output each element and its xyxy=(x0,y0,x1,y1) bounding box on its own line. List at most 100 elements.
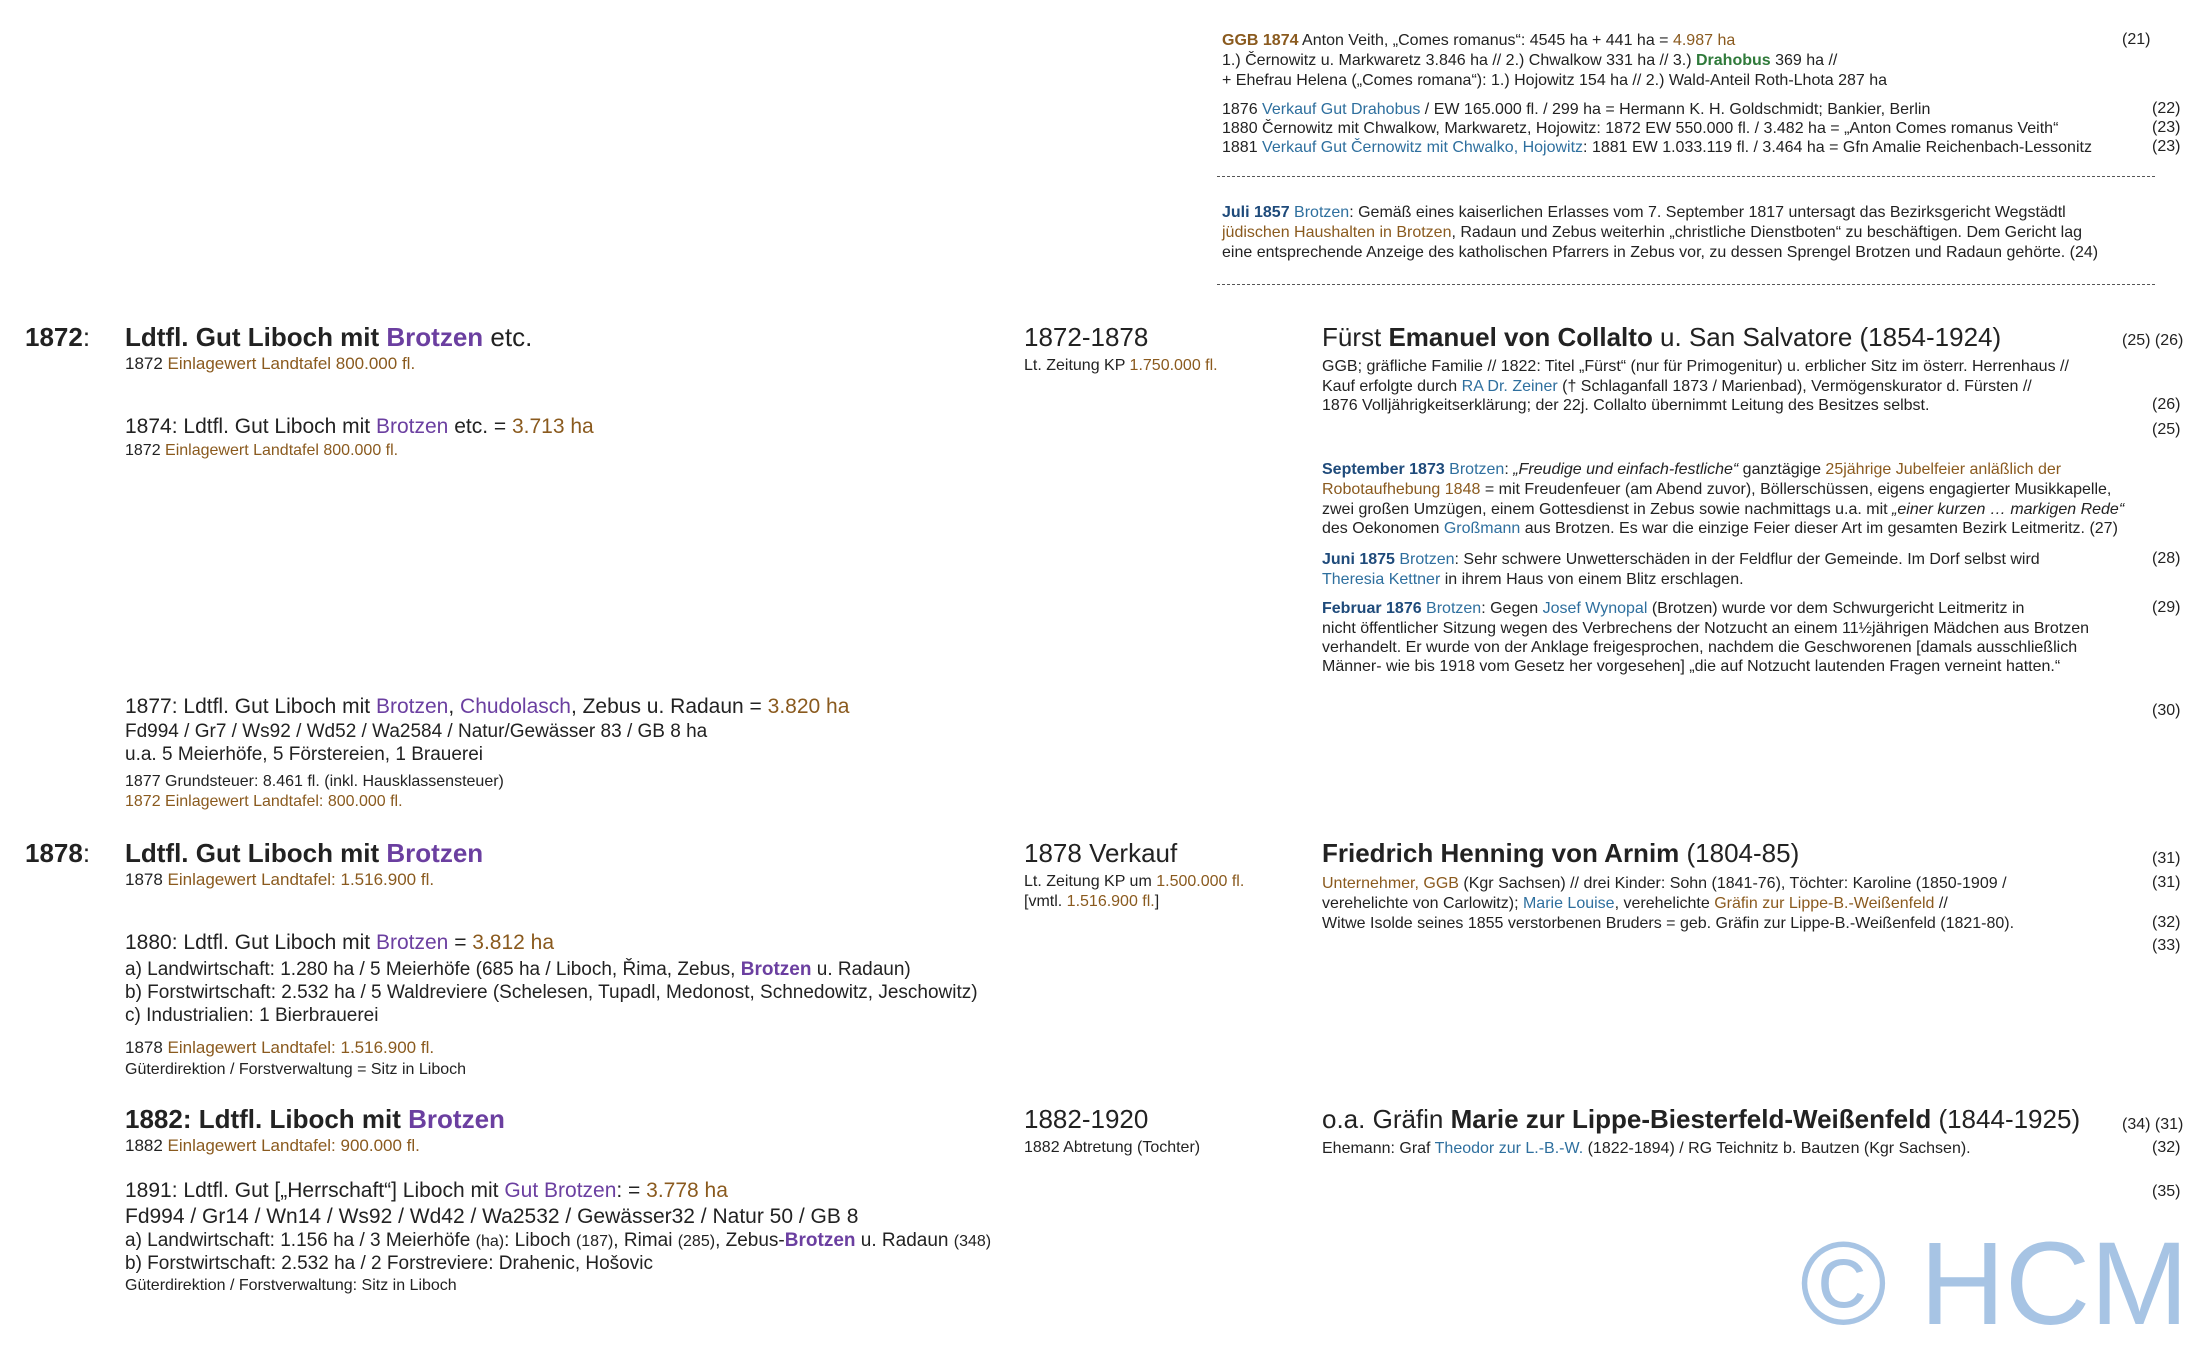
gut-brotzen-link[interactable]: Gut Brotzen xyxy=(504,1179,617,1202)
ref-31b: (31) xyxy=(2152,874,2181,891)
feb1876-line2: nicht öffentlicher Sitzung wegen des Ver… xyxy=(1322,620,2089,637)
sale-year: 1880 Černowitz mit Chwalkow, Markwaretz,… xyxy=(1222,120,2059,137)
year-colon: : xyxy=(82,322,91,352)
event-text: in ihrem Haus von einem Blitz erschlagen… xyxy=(1440,571,1744,588)
brotzen-link[interactable]: Brotzen xyxy=(784,1230,856,1251)
sale-link[interactable]: Verkauf Gut Drahobus xyxy=(1262,101,1421,118)
event-quote: „Freudige und einfach-festliche“ xyxy=(1513,461,1739,478)
sale-year: 1876 xyxy=(1222,101,1263,118)
owner-rest: u. San Salvatore (1854-1924) xyxy=(1652,322,2002,352)
event-highlight: jüdischen Haushalten in Brotzen xyxy=(1222,224,1452,241)
owner-highlight: Gräfin zur Lippe-B.-Weißenfeld xyxy=(1714,895,1935,912)
event-text: : Gemäß eines kaiserlichen Erlasses vom … xyxy=(1349,204,2066,221)
event-text: : Sehr schwere Unwetterschäden in der Fe… xyxy=(1454,551,2040,568)
event-date: Februar 1876 xyxy=(1322,600,1422,617)
owner-1872-line1: GGB; gräfliche Familie // 1822: Titel „F… xyxy=(1322,358,2069,375)
y1874-sub: 1872 Einlagewert Landtafel 800.000 fl. xyxy=(125,441,398,460)
sub-value: Einlagewert Landtafel 800.000 fl. xyxy=(167,354,416,373)
event-place[interactable]: Brotzen xyxy=(1444,461,1505,478)
kettner-link[interactable]: Theresia Kettner xyxy=(1322,571,1441,588)
sub-year: 1872 xyxy=(125,354,168,373)
event-place[interactable]: Brotzen xyxy=(1421,600,1482,617)
sale-year: 1881 xyxy=(1222,139,1263,156)
event-date: September 1873 xyxy=(1322,461,1445,478)
july1857-line1: Juli 1857 Brotzen: Gemäß eines kaiserlic… xyxy=(1222,203,2066,222)
sub-year: 1878 xyxy=(125,870,168,889)
jun1875-line2: Theresia Kettner in ihrem Haus von einem… xyxy=(1322,570,1744,589)
agri-text: : Liboch xyxy=(504,1230,576,1251)
brotzen-link[interactable]: Brotzen xyxy=(375,931,449,954)
period-1882-sub: 1882 Abtretung (Tochter) xyxy=(1024,1139,1201,1156)
owner-text: (Kgr Sachsen) // drei Kinder: Sohn (1841… xyxy=(1458,875,2007,892)
agri-text: a) Landwirtschaft: 1.156 ha / 3 Meierhöf… xyxy=(125,1230,476,1251)
feb1876-line3: verhandelt. Er wurde von der Anklage fre… xyxy=(1322,639,2078,656)
ref-33: (33) xyxy=(2152,937,2181,954)
ref-23: (23) xyxy=(2152,119,2181,136)
sale-text: / EW 165.000 fl. / 299 ha = Hermann K. H… xyxy=(1420,101,1931,118)
jun1875-line1: Juni 1875 Brotzen: Sehr schwere Unwetter… xyxy=(1322,550,2040,569)
period-1872: 1872-1878 xyxy=(1024,322,1149,352)
zeiner-link[interactable]: RA Dr. Zeiner xyxy=(1461,378,1558,395)
wynopal-link[interactable]: Josef Wynopal xyxy=(1542,600,1648,617)
sale-1880: 1880 Černowitz mit Chwalkow, Markwaretz,… xyxy=(1222,119,2058,138)
y1880-text: = xyxy=(448,931,473,954)
y1877-einlagewert: 1872 Einlagewert Landtafel: 800.000 fl. xyxy=(125,793,403,810)
title-1878: Ldtfl. Gut Liboch mit Brotzen xyxy=(125,838,483,868)
brotzen-link[interactable]: Brotzen xyxy=(375,695,449,718)
event-highlight: 25jährige Jubelfeier anläßlich der xyxy=(1825,461,2062,478)
agri-text: a) Landwirtschaft: 1.280 ha / 5 Meierhöf… xyxy=(125,959,741,980)
owner-name: Emanuel von Collalto xyxy=(1388,322,1653,352)
marie-louise-link[interactable]: Marie Louise xyxy=(1522,895,1615,912)
sub-year: 1872 xyxy=(125,442,166,459)
sub-1882: 1882 Einlagewert Landtafel: 900.000 fl. xyxy=(125,1136,420,1156)
ggb1874-line1: GGB 1874 Anton Veith, „Comes romanus“: 4… xyxy=(1222,31,1735,50)
brotzen-link[interactable]: Brotzen xyxy=(375,415,449,438)
y1877-area: 3.820 ha xyxy=(767,695,850,718)
event-text: des Oekonomen xyxy=(1322,520,1444,537)
brotzen-link[interactable]: Brotzen xyxy=(386,322,484,352)
agri-num: (285) xyxy=(677,1233,716,1250)
chudolasch-link[interactable]: Chudolasch xyxy=(460,695,571,718)
period-1882: 1882-1920 xyxy=(1024,1104,1149,1134)
sale-1881: 1881 Verkauf Gut Černowitz mit Chwalko, … xyxy=(1222,138,2092,157)
brotzen-link[interactable]: Brotzen xyxy=(386,838,484,868)
ref-32b: (32) xyxy=(2152,1139,2181,1156)
y1880-industry: c) Industrialien: 1 Bierbrauerei xyxy=(125,1005,379,1026)
agri-num: (348) xyxy=(953,1233,992,1250)
sale-link[interactable]: Verkauf Gut Černowitz mit Chwalko, Hojow… xyxy=(1262,139,1584,156)
y1877-parcels: Fd994 / Gr7 / Ws92 / Wd52 / Wa2584 / Nat… xyxy=(125,721,708,742)
title-1872: Ldtfl. Gut Liboch mit Brotzen etc. xyxy=(125,322,532,352)
y1880-text: 1880: Ldtfl. Gut Liboch mit xyxy=(125,931,376,954)
sub-value: Einlagewert Landtafel: 900.000 fl. xyxy=(167,1136,420,1155)
drahobus-link[interactable]: Drahobus xyxy=(1695,52,1771,69)
title-text: 1882: Ldtfl. Liboch mit xyxy=(125,1104,409,1134)
brotzen-link[interactable]: Brotzen xyxy=(408,1104,505,1134)
grossmann-link[interactable]: Großmann xyxy=(1443,520,1521,537)
period-1872-sub: Lt. Zeitung KP 1.750.000 fl. xyxy=(1024,356,1218,375)
y1891-direction: Güterdirektion / Forstverwaltung: Sitz i… xyxy=(125,1277,457,1294)
agri-text: u. Radaun) xyxy=(811,959,911,980)
y1880-forest: b) Forstwirtschaft: 2.532 ha / 5 Waldrev… xyxy=(125,982,978,1003)
event-place[interactable]: Brotzen xyxy=(1394,551,1455,568)
sep1873-line4: des Oekonomen Großmann aus Brotzen. Es w… xyxy=(1322,519,2118,538)
event-place[interactable]: Brotzen xyxy=(1289,204,1350,221)
ggb1874-line2-end: 369 ha // xyxy=(1770,52,1838,69)
year-label: 1878 xyxy=(25,838,83,868)
period-sub-text: Lt. Zeitung KP um xyxy=(1024,873,1157,890)
event-date: Juni 1875 xyxy=(1322,551,1395,568)
y1877-text: , Zebus u. Radaun = xyxy=(570,695,768,718)
theodor-link[interactable]: Theodor zur L.-B.-W. xyxy=(1434,1140,1584,1157)
y1880-agri: a) Landwirtschaft: 1.280 ha / 5 Meierhöf… xyxy=(125,959,911,981)
ref-31: (31) xyxy=(2152,850,2181,867)
event-text: : xyxy=(1504,461,1514,478)
event-text: (Brotzen) wurde vor dem Schwurgericht Le… xyxy=(1647,600,2025,617)
owner-dates: (1844-1925) xyxy=(1931,1104,2081,1134)
brotzen-link[interactable]: Brotzen xyxy=(740,959,812,980)
owner-title: o.a. Gräfin xyxy=(1322,1104,1451,1134)
owner-1878-line1: Unternehmer, GGB (Kgr Sachsen) // drei K… xyxy=(1322,874,2007,893)
owner-1872-line2: Kauf erfolgte durch RA Dr. Zeiner († Sch… xyxy=(1322,377,2032,396)
sep1873-line1: September 1873 Brotzen: „Freudige und ei… xyxy=(1322,460,2061,479)
ref-25: (25) xyxy=(2152,421,2181,438)
year-label: 1872 xyxy=(25,322,83,352)
ref-29: (29) xyxy=(2152,599,2181,616)
